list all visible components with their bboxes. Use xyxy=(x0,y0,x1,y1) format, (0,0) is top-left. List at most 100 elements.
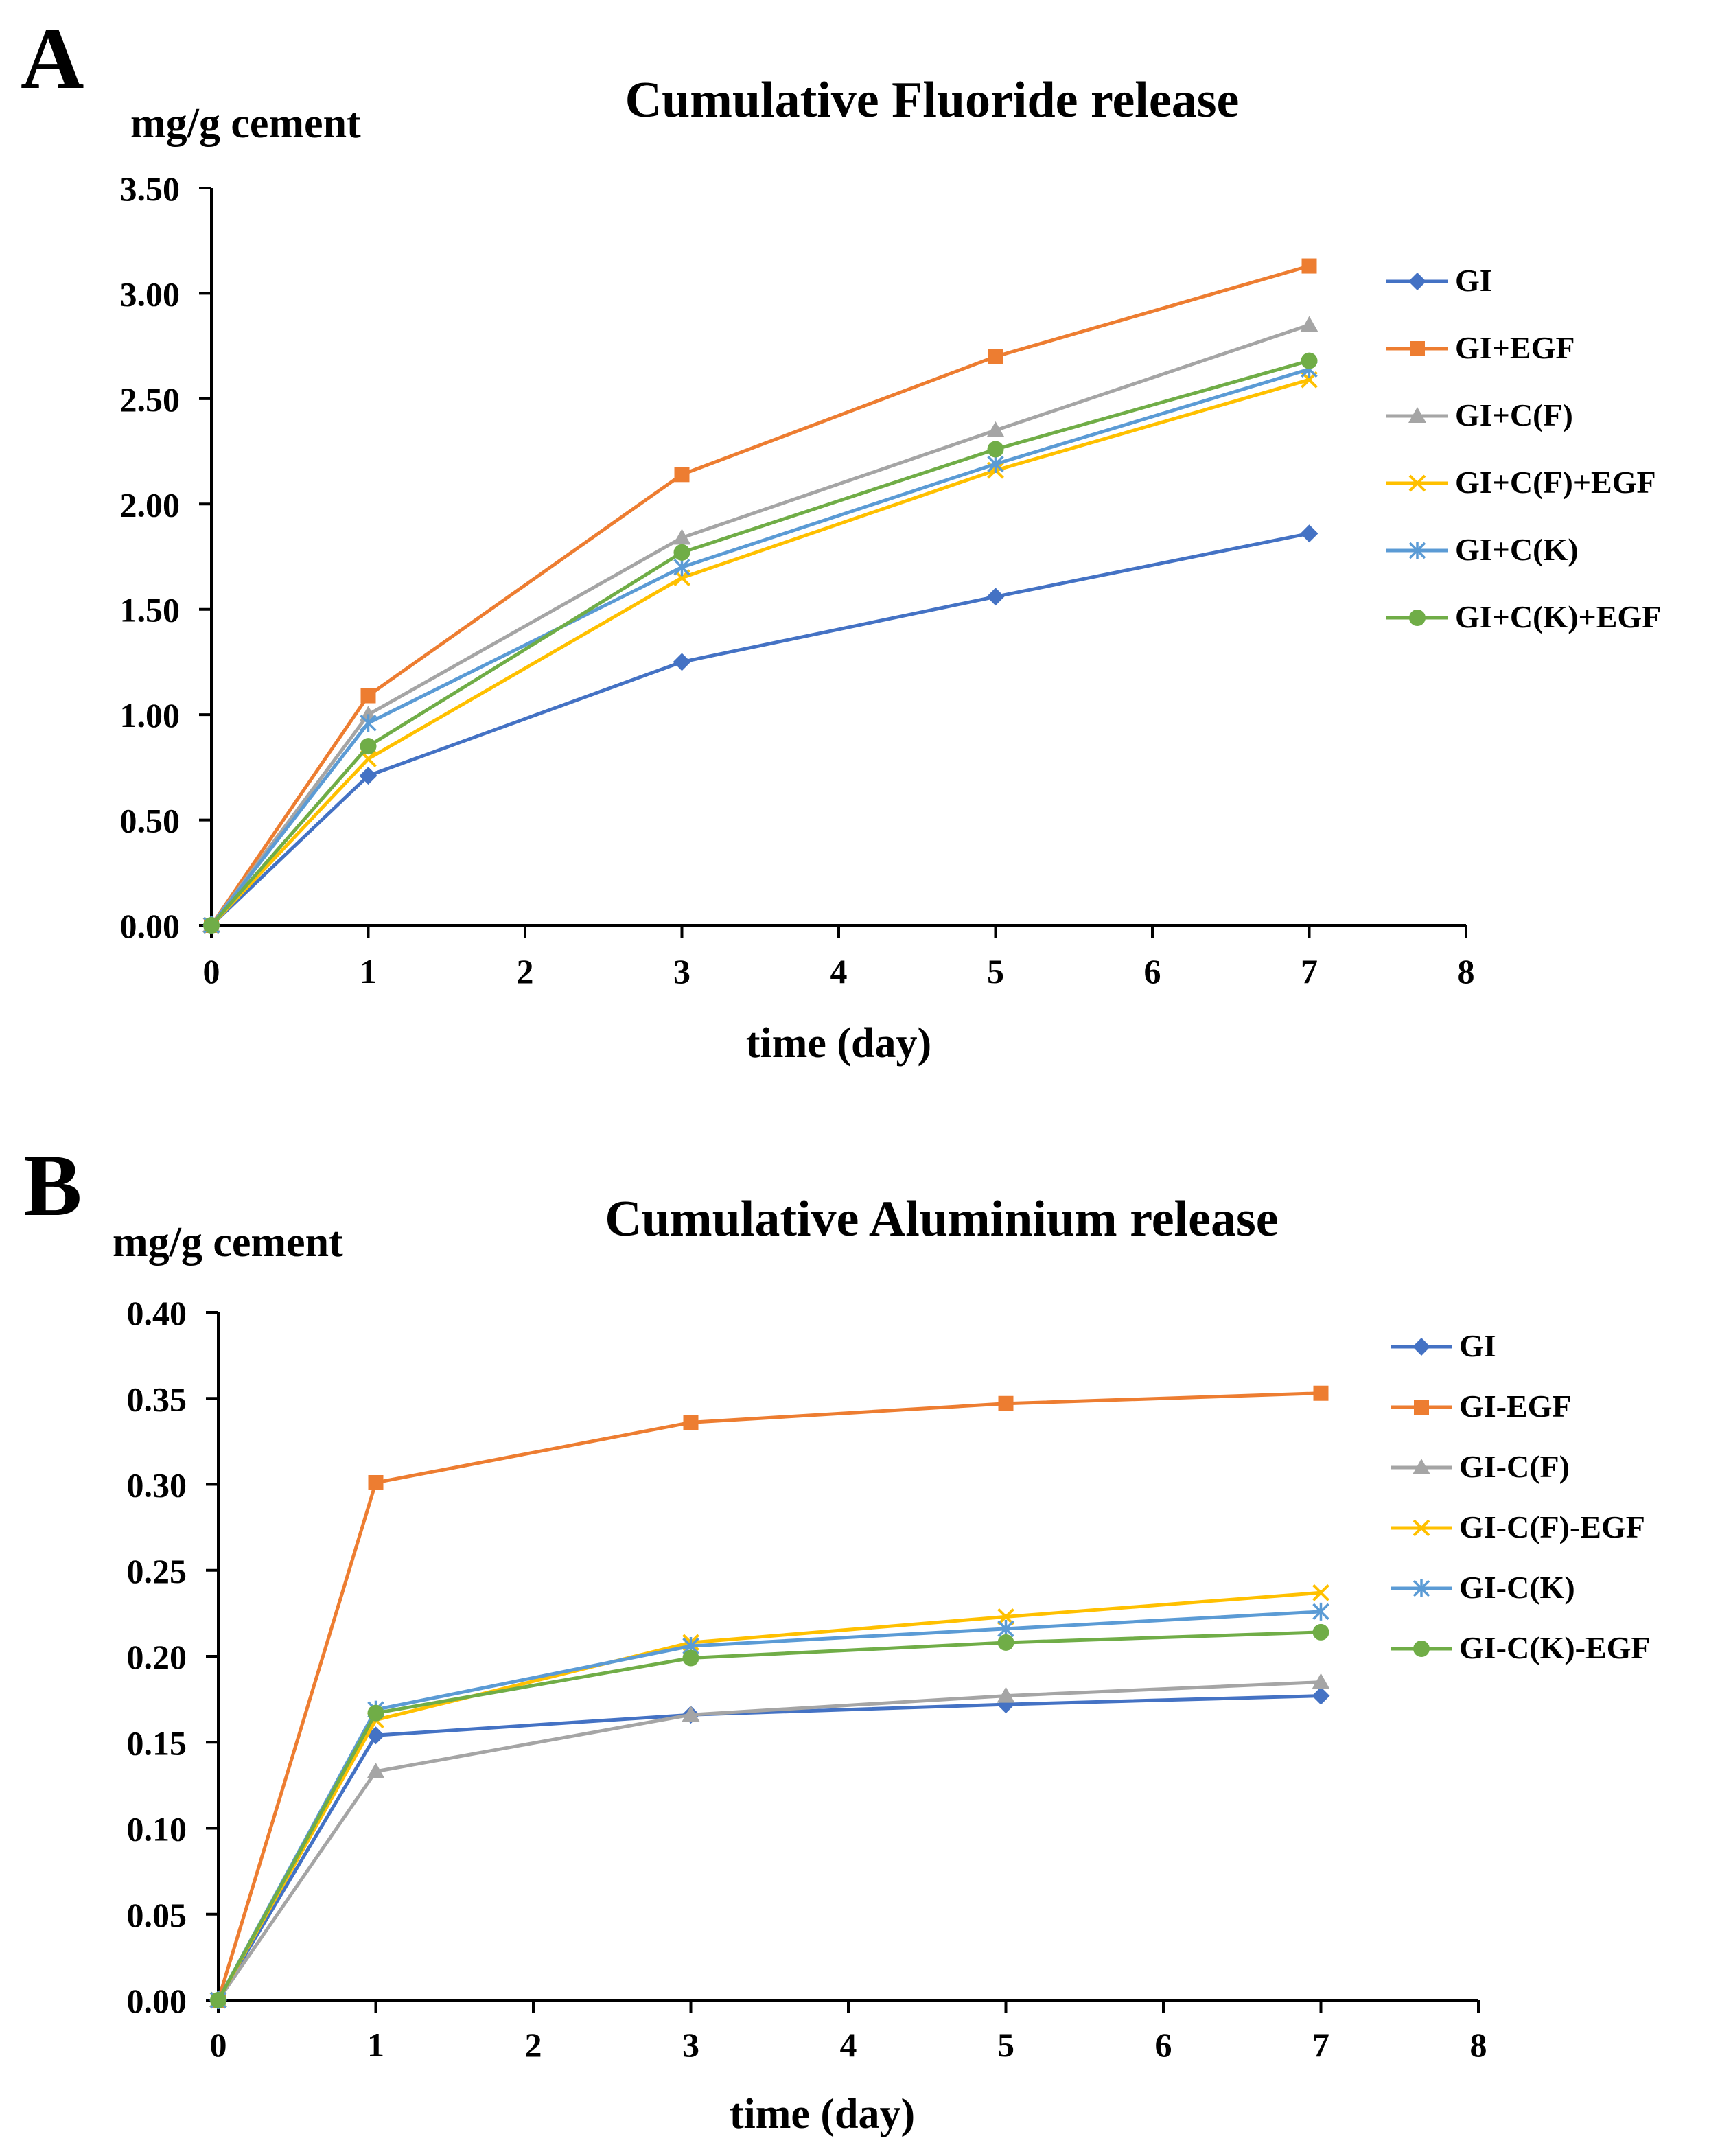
panel-a-series-layer xyxy=(202,258,1318,934)
panel-b-xlabel: time (day) xyxy=(730,2091,915,2137)
x-tick: 1 xyxy=(360,925,377,990)
data-point xyxy=(1312,1623,1329,1641)
data-point xyxy=(997,1634,1014,1651)
y-tick: 3.00 xyxy=(120,275,211,313)
legend-marker xyxy=(1413,1579,1430,1597)
panel-a-x-ticks: 0 1 2 3 4 5 6 7 8 xyxy=(203,925,1475,990)
x-tick: 2 xyxy=(525,2000,542,2064)
y-tick-label: 0.30 xyxy=(127,1466,187,1505)
legend-label: GI-C(K) xyxy=(1459,1570,1575,1605)
legend-swatch xyxy=(1386,273,1448,290)
x-tick: 7 xyxy=(1301,925,1318,990)
x-tick-label: 7 xyxy=(1312,2026,1329,2064)
data-point xyxy=(988,349,1003,364)
series-GI+C(F)+EGF xyxy=(202,371,1318,934)
series-GI-C(K)-EGF xyxy=(210,1623,1329,2008)
y-tick: 0.20 xyxy=(127,1638,218,1676)
legend-entry: GI-C(K) xyxy=(1391,1570,1575,1605)
y-tick: 0.25 xyxy=(127,1552,218,1590)
y-tick: 0.50 xyxy=(120,802,211,840)
legend-entry: GI-C(K)-EGF xyxy=(1391,1630,1651,1665)
legend-label: GI+C(K) xyxy=(1455,532,1579,567)
data-point xyxy=(1312,1686,1330,1705)
series-GI+C(F) xyxy=(202,316,1318,932)
y-tick: 0.00 xyxy=(127,1982,218,2020)
legend-entry: GI+EGF xyxy=(1386,330,1574,365)
y-tick: 2.00 xyxy=(120,485,211,524)
series-line xyxy=(216,1610,1321,2002)
data-point xyxy=(673,558,690,577)
panel-a-xlabel: time (day) xyxy=(746,1020,931,1067)
data-point xyxy=(1300,524,1318,543)
x-tick-label: 2 xyxy=(525,2026,542,2064)
panel-a-y-ticks: 0.00 0.50 1.00 1.50 2.00 2.50 3.00 3.50 xyxy=(120,170,211,945)
legend-marker xyxy=(1413,1641,1430,1657)
y-tick: 1.00 xyxy=(120,696,211,734)
legend-swatch xyxy=(1391,1579,1452,1597)
series-line xyxy=(209,323,1310,927)
x-tick: 5 xyxy=(987,925,1004,990)
y-tick: 2.50 xyxy=(120,380,211,419)
x-tick-label: 1 xyxy=(367,2026,384,2064)
legend-label: GI+C(F)+EGF xyxy=(1455,465,1656,500)
series-GI xyxy=(209,1686,1330,2009)
y-tick-label: 2.50 xyxy=(120,380,181,419)
legend-label: GI-C(F)-EGF xyxy=(1459,1509,1645,1544)
series-line xyxy=(216,1630,1321,2002)
legend-entry: GI-C(F)-EGF xyxy=(1391,1509,1645,1544)
legend-swatch xyxy=(1391,1641,1452,1657)
legend-entry: GI xyxy=(1391,1328,1496,1363)
data-point xyxy=(987,454,1004,473)
y-tick-label: 0.40 xyxy=(127,1294,187,1332)
panel-b-letter: B xyxy=(23,1137,82,1234)
data-point xyxy=(987,441,1004,458)
legend-swatch xyxy=(1391,1338,1452,1356)
x-tick-label: 8 xyxy=(1470,2026,1487,2064)
x-tick-label: 0 xyxy=(203,952,220,990)
y-tick-label: 0.10 xyxy=(127,1810,187,1848)
panel-b-y-ticks: 0.00 0.05 0.10 0.15 0.20 0.25 0.30 0.35 … xyxy=(127,1294,218,2020)
y-tick-label: 0.50 xyxy=(120,802,181,840)
y-tick: 0.40 xyxy=(127,1294,218,1332)
legend-marker xyxy=(1409,610,1426,626)
legend-label: GI-EGF xyxy=(1459,1389,1572,1424)
legend-marker xyxy=(1413,1459,1430,1474)
series-GI-C(F)-EGF xyxy=(209,1584,1329,2009)
data-point xyxy=(360,688,376,704)
data-point xyxy=(1300,316,1318,332)
legend-entry: GI-EGF xyxy=(1391,1389,1572,1424)
data-point xyxy=(1301,258,1317,274)
legend-swatch xyxy=(1386,407,1448,423)
x-tick: 3 xyxy=(673,925,690,990)
data-point xyxy=(682,1649,699,1667)
panel-b-x-ticks: 0 1 2 3 4 5 6 7 8 xyxy=(210,2000,1487,2064)
x-tick-label: 5 xyxy=(997,2026,1014,2064)
x-tick-label: 4 xyxy=(830,952,848,990)
y-tick-label: 1.50 xyxy=(120,591,181,629)
y-tick: 1.50 xyxy=(120,591,211,629)
data-point xyxy=(674,467,690,483)
series-line xyxy=(210,378,1310,927)
y-tick-label: 2.00 xyxy=(120,485,181,524)
panel-b: B Cumulative Aluminium release mg/g ceme… xyxy=(23,1137,1651,2137)
x-tick-label: 4 xyxy=(840,2026,857,2064)
x-tick: 6 xyxy=(1144,925,1161,990)
panel-a-letter: A xyxy=(21,10,84,107)
data-point xyxy=(1312,1584,1329,1601)
series-GI+EGF xyxy=(204,258,1317,933)
legend-marker xyxy=(1413,1519,1430,1537)
legend-swatch xyxy=(1391,1400,1452,1415)
data-point xyxy=(359,767,377,785)
panel-a-title: Cumulative Fluoride release xyxy=(625,72,1240,128)
x-tick: 4 xyxy=(830,925,848,990)
legend-entry: GI+C(K) xyxy=(1386,532,1579,567)
x-tick-label: 8 xyxy=(1458,952,1475,990)
legend-label: GI+EGF xyxy=(1455,330,1574,365)
x-tick-label: 0 xyxy=(210,2026,227,2064)
legend-marker xyxy=(1408,474,1426,492)
data-point xyxy=(673,653,691,671)
x-tick-label: 7 xyxy=(1301,952,1318,990)
legend-swatch xyxy=(1386,542,1448,559)
data-point xyxy=(367,1704,384,1722)
y-tick-label: 3.50 xyxy=(120,170,181,208)
